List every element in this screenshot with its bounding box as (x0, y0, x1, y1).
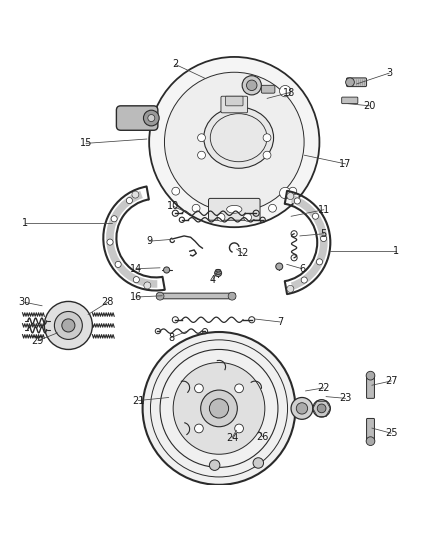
Circle shape (143, 332, 295, 485)
Circle shape (235, 384, 244, 393)
Circle shape (163, 267, 170, 273)
Circle shape (287, 192, 294, 199)
FancyBboxPatch shape (367, 418, 374, 442)
FancyBboxPatch shape (367, 375, 374, 398)
Text: 9: 9 (146, 236, 152, 246)
Ellipse shape (204, 107, 274, 168)
Circle shape (194, 384, 203, 393)
Circle shape (164, 72, 304, 212)
FancyBboxPatch shape (117, 106, 158, 130)
Circle shape (156, 292, 164, 300)
Text: 27: 27 (385, 376, 398, 386)
Circle shape (209, 399, 229, 418)
FancyBboxPatch shape (221, 96, 247, 113)
Circle shape (54, 311, 82, 340)
Text: 8: 8 (168, 333, 174, 343)
Ellipse shape (226, 205, 242, 213)
Circle shape (366, 372, 375, 380)
Text: 3: 3 (386, 68, 392, 78)
Text: 4: 4 (209, 276, 215, 286)
Circle shape (215, 270, 222, 277)
Circle shape (217, 213, 225, 221)
Circle shape (126, 198, 132, 204)
Circle shape (192, 204, 200, 212)
Text: 15: 15 (80, 139, 92, 148)
FancyBboxPatch shape (261, 85, 275, 93)
Circle shape (149, 57, 319, 227)
Text: 26: 26 (257, 432, 269, 442)
Circle shape (312, 213, 318, 219)
Text: 1: 1 (393, 246, 399, 256)
Circle shape (287, 285, 294, 293)
Circle shape (244, 213, 251, 221)
Circle shape (313, 400, 330, 417)
Text: 22: 22 (318, 383, 330, 393)
Circle shape (173, 362, 265, 454)
Circle shape (201, 390, 237, 427)
FancyBboxPatch shape (342, 97, 358, 103)
Text: 28: 28 (102, 297, 114, 308)
FancyBboxPatch shape (208, 198, 260, 220)
Text: 18: 18 (283, 88, 295, 98)
Circle shape (268, 204, 276, 212)
Circle shape (198, 134, 205, 142)
Circle shape (253, 458, 264, 468)
Circle shape (172, 187, 180, 195)
Circle shape (111, 216, 117, 222)
Text: 23: 23 (339, 393, 352, 403)
Circle shape (115, 261, 121, 268)
Text: 10: 10 (167, 201, 179, 211)
Text: 16: 16 (130, 292, 142, 302)
Circle shape (263, 134, 271, 142)
Circle shape (346, 78, 354, 87)
Text: 24: 24 (226, 433, 238, 442)
Text: 20: 20 (364, 101, 376, 111)
Circle shape (279, 187, 291, 199)
Circle shape (291, 398, 313, 419)
Circle shape (235, 424, 244, 433)
Circle shape (133, 277, 139, 282)
Circle shape (296, 403, 307, 414)
Text: 12: 12 (237, 248, 249, 259)
Circle shape (62, 319, 75, 332)
Circle shape (276, 263, 283, 270)
Circle shape (144, 110, 159, 126)
Text: 11: 11 (318, 205, 330, 215)
Text: 25: 25 (385, 429, 398, 438)
Circle shape (132, 191, 139, 198)
Text: 29: 29 (32, 336, 44, 346)
Text: 30: 30 (18, 297, 31, 308)
Circle shape (228, 292, 236, 300)
FancyBboxPatch shape (226, 96, 243, 106)
Circle shape (289, 187, 297, 195)
Circle shape (316, 259, 322, 265)
Circle shape (321, 236, 327, 241)
Circle shape (198, 151, 205, 159)
Circle shape (263, 151, 271, 159)
Circle shape (242, 76, 261, 95)
Circle shape (366, 437, 375, 446)
Circle shape (279, 85, 291, 97)
Text: 14: 14 (130, 264, 142, 273)
Text: 21: 21 (132, 395, 145, 406)
Circle shape (107, 239, 113, 245)
Text: 2: 2 (172, 59, 178, 69)
FancyBboxPatch shape (157, 293, 235, 299)
Circle shape (144, 282, 151, 289)
Text: 7: 7 (277, 317, 283, 327)
Text: 6: 6 (299, 264, 305, 273)
Circle shape (317, 404, 326, 413)
Circle shape (209, 460, 220, 471)
Circle shape (194, 424, 203, 433)
Circle shape (294, 198, 300, 204)
Circle shape (44, 302, 92, 350)
FancyBboxPatch shape (346, 78, 367, 87)
Text: 5: 5 (321, 229, 327, 239)
Circle shape (148, 115, 155, 122)
Text: 1: 1 (21, 218, 28, 228)
Circle shape (247, 80, 257, 91)
Text: 17: 17 (339, 159, 352, 169)
Circle shape (301, 277, 307, 283)
